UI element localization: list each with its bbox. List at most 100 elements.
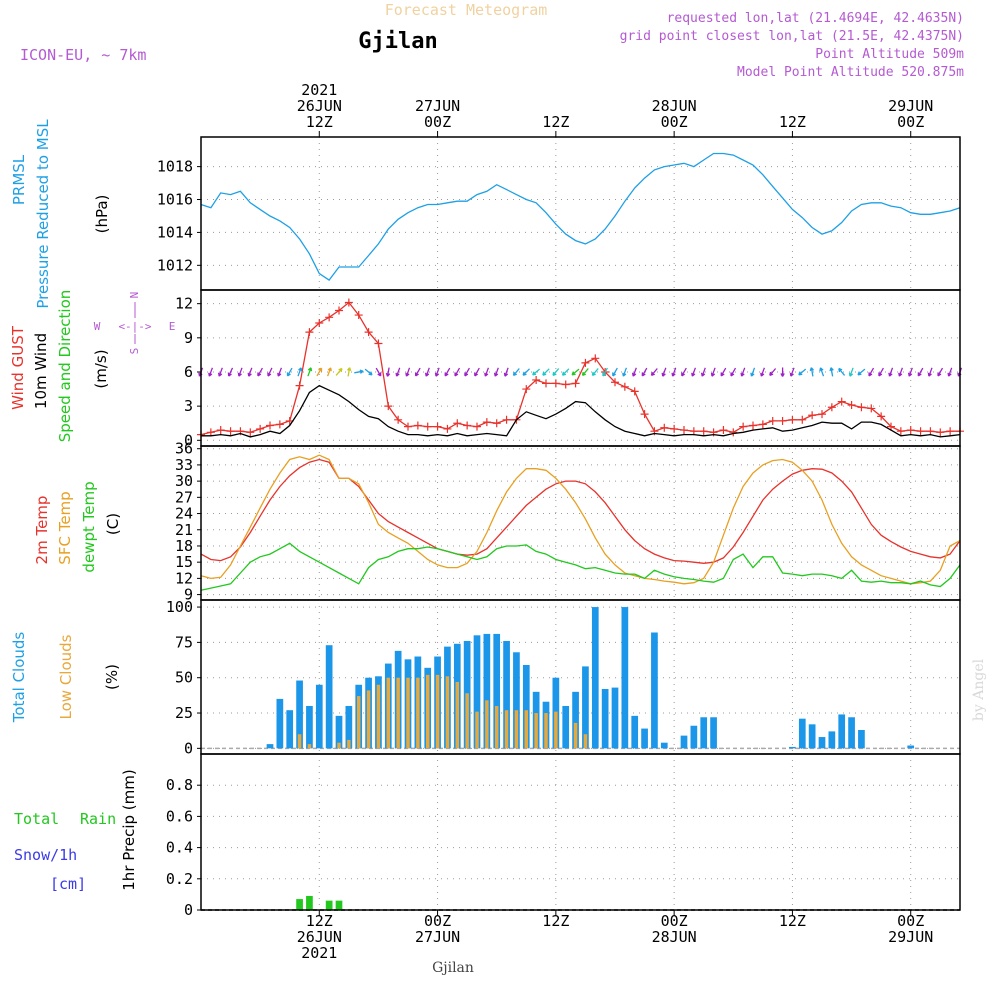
- gust-marker: [275, 420, 284, 429]
- gust-marker: [246, 428, 255, 437]
- wind-direction-arrow: [307, 367, 313, 377]
- gust-marker: [335, 306, 343, 315]
- gust-marker: [542, 379, 550, 388]
- gust-marker: [906, 426, 915, 435]
- wind-direction-arrow: [532, 368, 541, 376]
- wind-direction-arrow: [681, 367, 687, 377]
- low_clouds-bar: [376, 684, 381, 749]
- low_clouds-bar: [544, 713, 548, 749]
- top-axis-label: 26JUN: [297, 97, 342, 115]
- wind-direction-arrow: [297, 367, 303, 377]
- low_clouds-bar: [307, 744, 312, 749]
- gust-marker: [847, 401, 856, 410]
- precip-ytick-label: 0.4: [166, 839, 193, 857]
- wind-direction-arrow: [769, 368, 777, 377]
- total_clouds-bar: [503, 640, 510, 749]
- wind-speed-direction-label: Speed and Direction: [56, 290, 74, 443]
- wind-direction-arrow: [552, 368, 560, 377]
- gust-marker: [818, 410, 826, 419]
- precip-frame: [200, 753, 961, 911]
- temperature-ytick-label: 36: [175, 440, 193, 458]
- wind-direction-arrow: [542, 368, 550, 376]
- wind-direction-arrow: [227, 367, 234, 377]
- clouds-ytick-label: 75: [175, 633, 193, 651]
- clouds-panel: 0 25 50 75 100: [166, 598, 961, 757]
- wind-direction-arrow: [277, 367, 283, 377]
- precip-labels: Total Rain Snow/1h [cm] 1hr Precip (mm): [14, 769, 138, 893]
- gust-marker: [837, 397, 846, 406]
- compass-w: W: [94, 320, 101, 333]
- total_clouds-bar: [286, 710, 294, 749]
- wind-direction-arrow: [740, 367, 746, 377]
- gust-marker: [492, 419, 501, 428]
- wind10m-line: [201, 384, 961, 438]
- total_clouds-bar: [522, 664, 530, 749]
- low_clouds-bar: [337, 742, 341, 749]
- wind-ytick-label: 3: [184, 397, 193, 415]
- wind-direction-arrow: [937, 367, 944, 377]
- wind-direction-arrow: [444, 367, 451, 377]
- watermark: by Angel: [971, 658, 987, 721]
- rain-bar: [296, 899, 303, 910]
- gust-marker: [256, 424, 265, 433]
- gust-marker: [778, 416, 787, 425]
- low-clouds-label: Low Clouds: [57, 634, 75, 719]
- temperature-ytick-label: 24: [175, 505, 193, 523]
- gust-marker: [758, 420, 767, 429]
- low_clouds-bar: [554, 711, 558, 749]
- wind-direction-arrow: [257, 367, 263, 377]
- gust-marker: [788, 415, 797, 424]
- gust-marker: [364, 328, 373, 337]
- precip-rain-label: Rain: [80, 810, 116, 828]
- total_clouds-bar: [621, 607, 629, 749]
- gust-marker: [315, 319, 324, 328]
- low_clouds-bar: [524, 710, 529, 749]
- wind-direction-arrow: [750, 367, 756, 377]
- total_clouds-bar: [828, 731, 836, 749]
- clouds-ytick-label: 50: [175, 669, 193, 687]
- wind-ytick-label: 0: [184, 431, 193, 449]
- gust-marker: [916, 427, 925, 436]
- temperature-ytick-label: 12: [175, 569, 193, 587]
- gust-marker: [463, 421, 472, 430]
- temperature-ytick-label: 21: [175, 521, 193, 539]
- precip-ytick-label: 0.6: [166, 807, 193, 825]
- total_clouds-bar: [296, 680, 303, 749]
- pressure-ytick-label: 1016: [157, 191, 193, 209]
- wind-direction-arrow: [691, 367, 697, 377]
- precip-snow-label: Snow/1h: [14, 846, 77, 864]
- bottom-axis-label: 00Z: [661, 912, 688, 930]
- total_clouds-bar: [483, 633, 491, 749]
- gust-marker: [581, 358, 590, 367]
- gust-marker: [591, 354, 600, 363]
- temperature-ytick-label: 15: [175, 553, 193, 571]
- total_clouds-bar: [513, 652, 520, 749]
- total_clouds-bar: [789, 746, 796, 749]
- total_clouds-bar: [582, 666, 589, 749]
- wind-direction-arrow: [760, 367, 766, 377]
- low_clouds-bar: [356, 696, 361, 749]
- temperature-ytick-label: 18: [175, 537, 193, 555]
- gust-marker: [325, 313, 334, 322]
- total_clouds-bar: [266, 744, 274, 749]
- temperature-labels: 2m Temp SFC Temp dewpt Temp (C): [33, 481, 122, 572]
- wind-direction-arrow: [385, 367, 391, 377]
- wind-direction-arrow: [316, 367, 323, 377]
- info-line-requested: requested lon,lat (21.4694E, 42.4635N): [667, 11, 964, 26]
- total_clouds-bar: [848, 717, 855, 749]
- gust-marker: [413, 421, 422, 430]
- wind-ytick-label: 12: [175, 295, 193, 313]
- temperature-ytick-label: 27: [175, 488, 193, 506]
- total_clouds-bar: [325, 645, 333, 749]
- gust-marker: [384, 402, 393, 411]
- wind-direction-arrow: [208, 367, 214, 377]
- low_clouds-bar: [425, 674, 430, 749]
- total_clouds-bar: [680, 735, 688, 749]
- gust-marker: [266, 421, 274, 430]
- top-axis-label: 12Z: [306, 113, 333, 131]
- low_clouds-bar: [297, 734, 302, 749]
- wind-direction-arrow: [809, 367, 815, 377]
- wind-direction-arrow: [907, 367, 913, 377]
- wind-direction-arrow: [917, 367, 924, 377]
- wind-direction-arrow: [247, 367, 253, 377]
